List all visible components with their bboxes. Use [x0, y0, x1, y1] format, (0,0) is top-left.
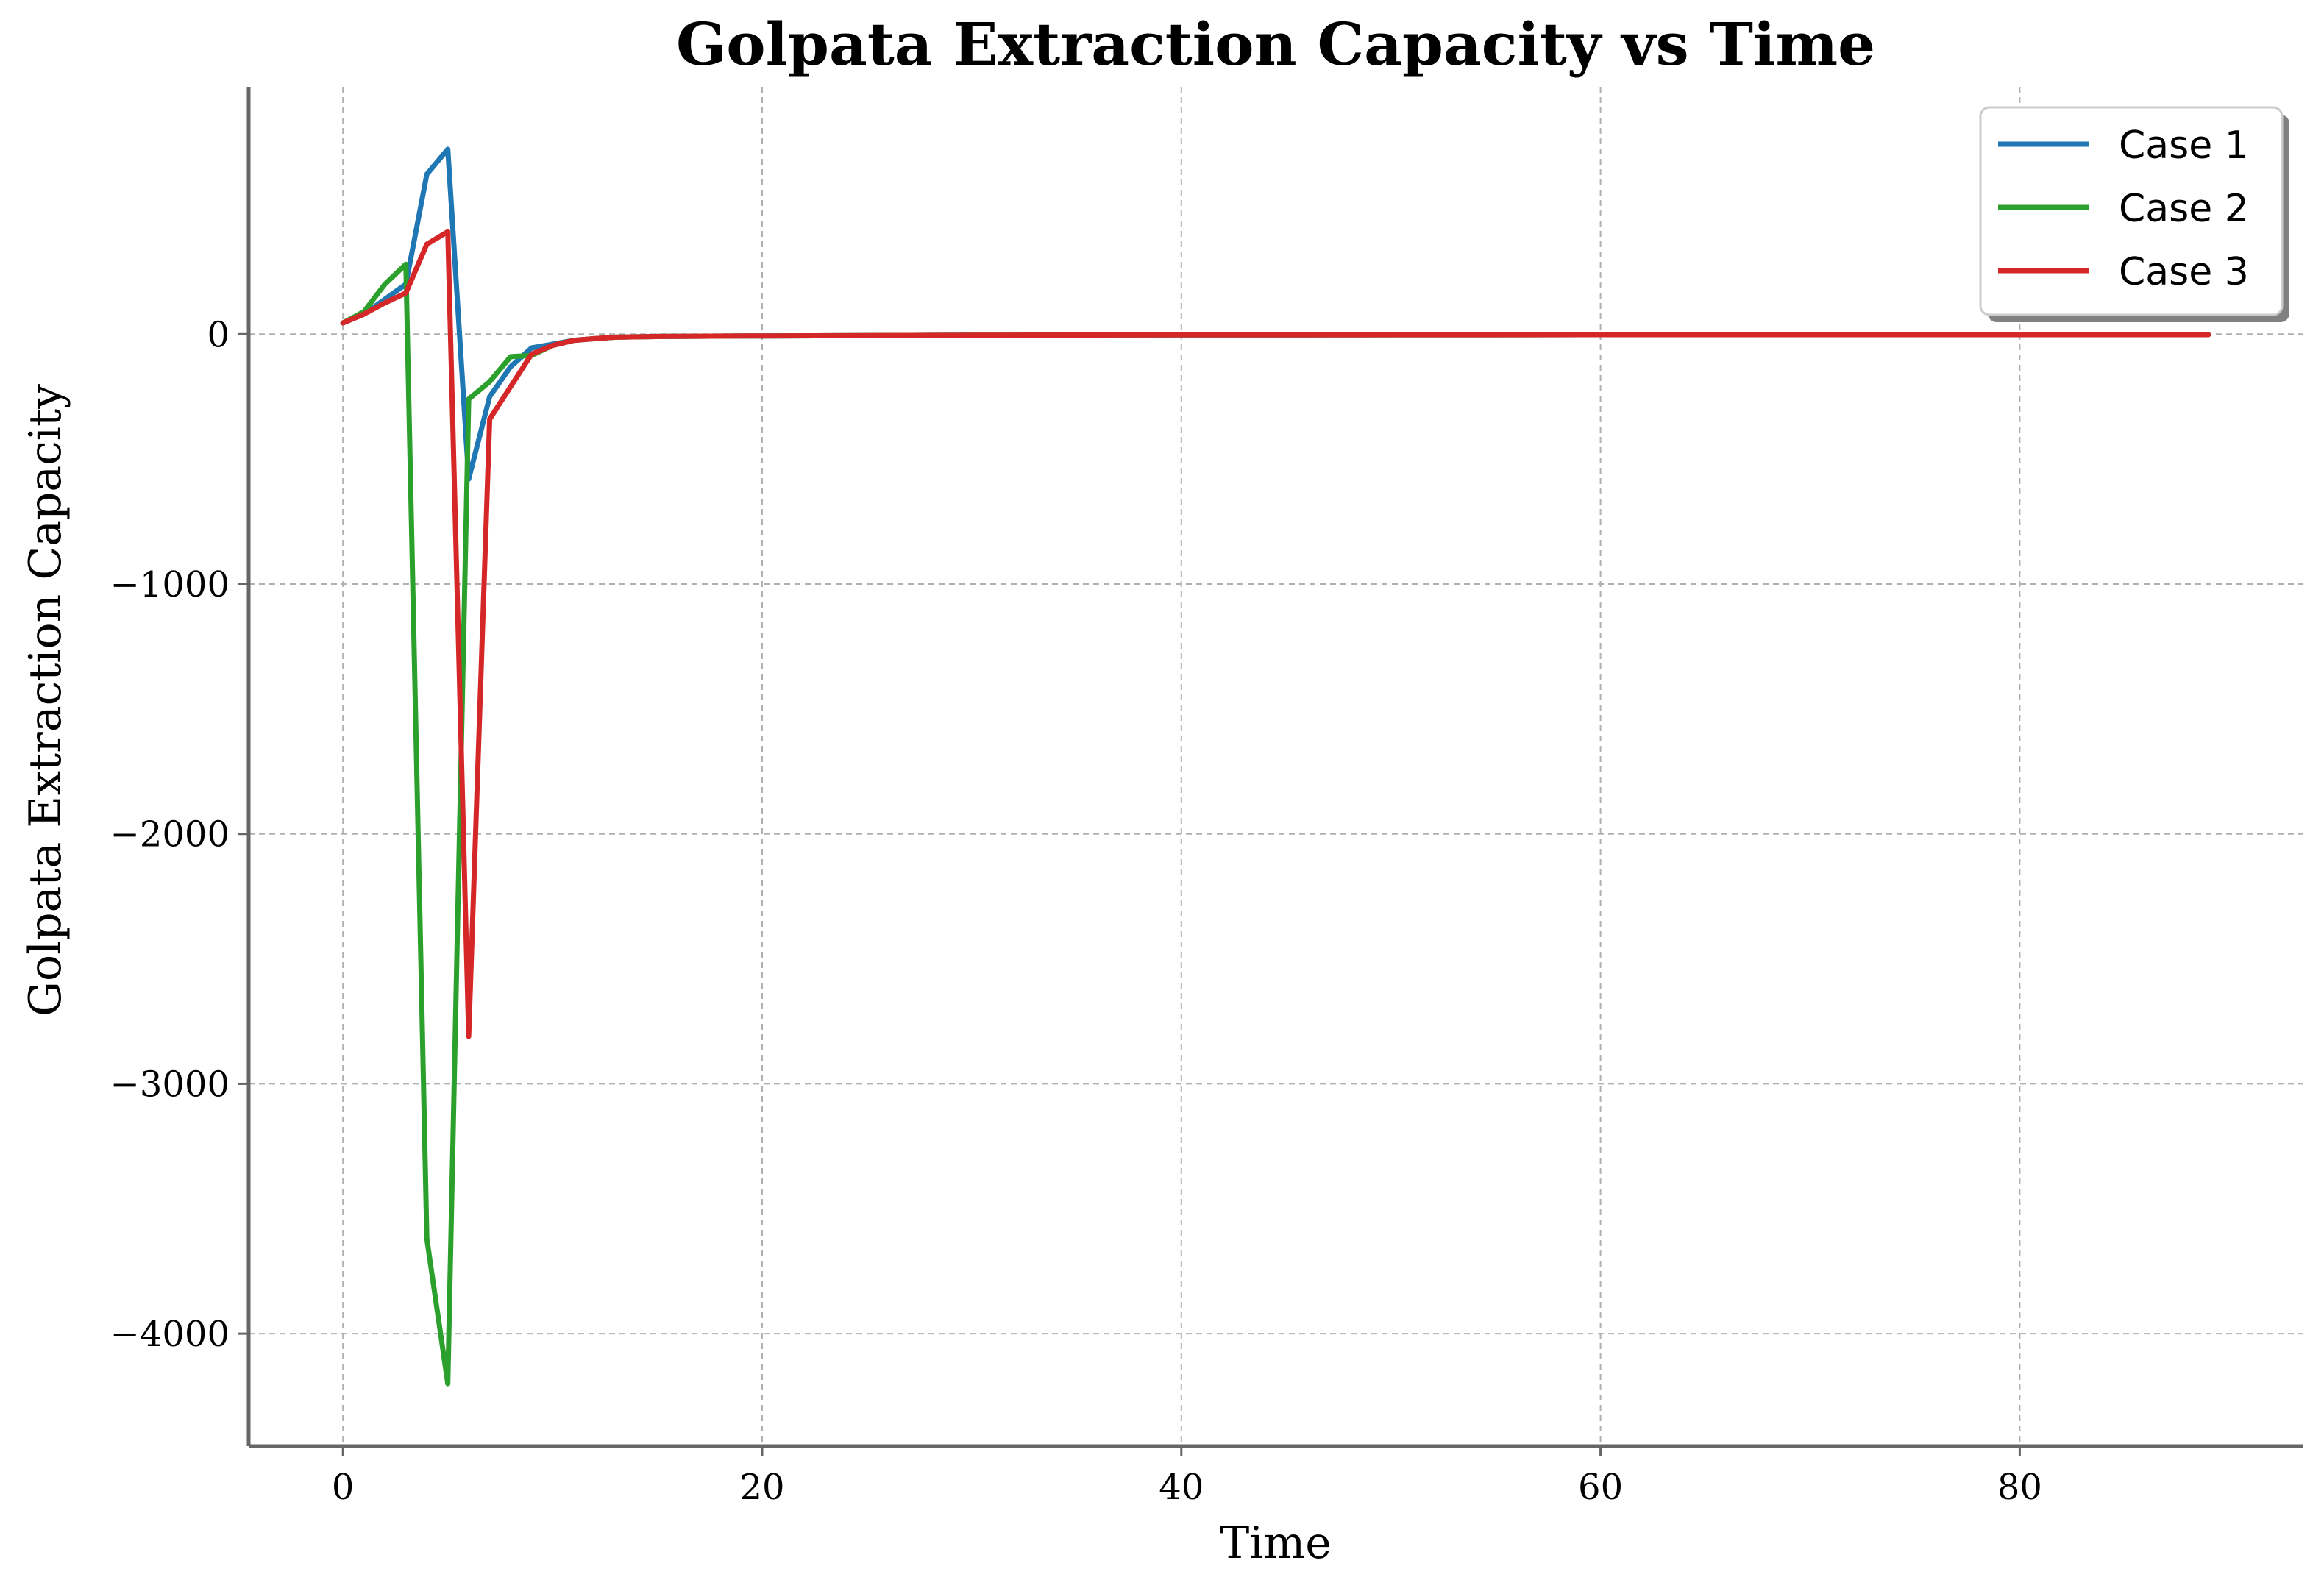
legend-label-case-3: Case 3 [2119, 250, 2249, 294]
x-tick-label: 40 [1159, 1467, 1204, 1508]
series-line-case-2 [340, 261, 2211, 1387]
y-tick-label: −3000 [110, 1064, 230, 1105]
legend-label-case-1: Case 1 [2119, 124, 2249, 168]
y-tick-label: −4000 [110, 1314, 230, 1355]
y-tick-label: −2000 [110, 814, 230, 855]
legend-label-case-2: Case 2 [2119, 187, 2249, 231]
y-tick-label: 0 [207, 314, 230, 355]
x-tick-label: 60 [1578, 1467, 1623, 1508]
x-tick-label: 80 [1997, 1467, 2042, 1508]
x-axis-label: Time [1220, 1517, 1332, 1569]
tick-layer: 0 20 40 60 80 0 −1000 −2000 −3000 −4000 [110, 314, 2042, 1508]
series-lines [340, 146, 2211, 1387]
series-line-case-3 [340, 229, 2211, 1039]
chart-title: Golpata Extraction Capacity vs Time [676, 10, 1875, 79]
x-tick-label: 20 [739, 1467, 784, 1508]
y-axis-label: Golpata Extraction Capacity [20, 384, 71, 1017]
legend: Case 1 Case 2 Case 3 [1979, 106, 2289, 322]
y-tick-label: −1000 [110, 564, 230, 605]
legend-box [1979, 106, 2284, 316]
series-line-case-1 [340, 146, 2211, 482]
x-tick-label: 0 [332, 1467, 355, 1508]
axes [246, 87, 2303, 1448]
